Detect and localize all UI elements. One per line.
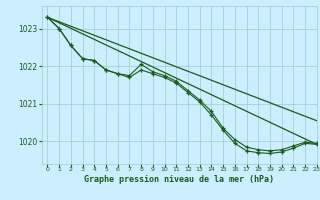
X-axis label: Graphe pression niveau de la mer (hPa): Graphe pression niveau de la mer (hPa): [84, 175, 274, 184]
